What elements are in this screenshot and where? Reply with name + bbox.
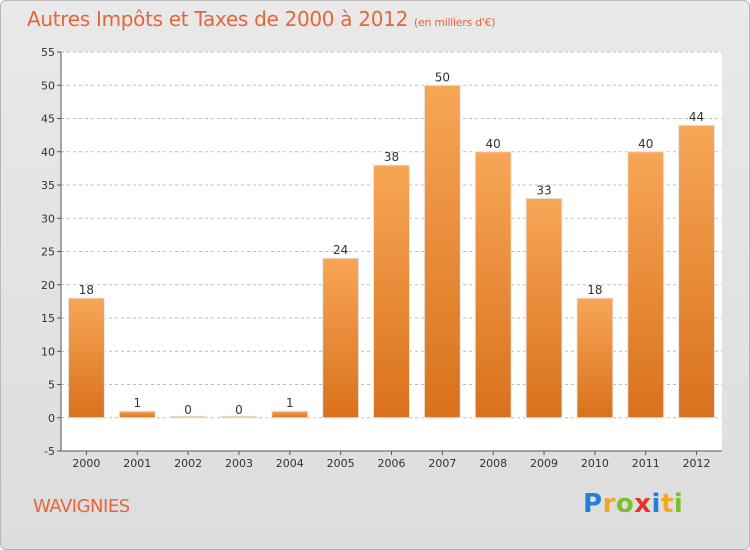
y-tick-label: 35 (41, 179, 55, 192)
y-tick-label: 5 (48, 379, 55, 392)
bar-value-label: 1 (133, 396, 141, 410)
bar-value-label: 44 (689, 110, 704, 124)
x-tick-label: 2005 (327, 457, 355, 470)
y-tick-label: 10 (41, 345, 55, 358)
bar (526, 198, 562, 417)
x-tick-label: 2001 (123, 457, 151, 470)
x-tick-label: 2004 (276, 457, 304, 470)
x-tick-label: 2012 (683, 457, 711, 470)
bar (577, 298, 613, 418)
y-tick-label: 20 (41, 279, 55, 292)
bar (323, 258, 359, 418)
logo-letter: t (661, 489, 674, 519)
logo-letter: i (652, 489, 661, 519)
logo-letter: x (634, 489, 651, 519)
y-tick-label: -5 (44, 445, 55, 458)
y-tick-label: 30 (41, 212, 55, 225)
bar (119, 411, 155, 418)
bar (628, 152, 664, 418)
bar-value-label: 24 (333, 243, 348, 257)
x-tick-label: 2008 (479, 457, 507, 470)
y-tick-label: 50 (41, 79, 55, 92)
y-tick-label: 0 (48, 412, 55, 425)
x-tick-label: 2006 (378, 457, 406, 470)
y-tick-label: 40 (41, 146, 55, 159)
bar-value-label: 50 (435, 70, 450, 84)
logo-letter: r (603, 489, 616, 519)
bar-value-label: 1 (286, 396, 294, 410)
bar-value-label: 18 (587, 283, 602, 297)
x-tick-label: 2002 (174, 457, 202, 470)
logo-letter: P (583, 489, 603, 519)
x-tick-label: 2009 (530, 457, 558, 470)
x-tick-label: 2003 (225, 457, 253, 470)
bar (475, 152, 511, 418)
bar-value-label: 18 (79, 283, 94, 297)
x-tick-label: 2011 (632, 457, 660, 470)
bar-value-label: 40 (486, 137, 501, 151)
proxiti-logo: Proxiti (583, 489, 683, 519)
y-tick-label: 45 (41, 113, 55, 126)
x-tick-label: 2007 (428, 457, 456, 470)
y-tick-label: 15 (41, 312, 55, 325)
logo-letter: o (616, 489, 634, 519)
city-name: WAVIGNIES (33, 496, 130, 517)
bar (679, 125, 715, 418)
bar-value-label: 0 (235, 403, 243, 417)
y-tick-label: 55 (41, 46, 55, 59)
bar-value-label: 40 (638, 137, 653, 151)
bar (68, 298, 104, 418)
bar (374, 165, 410, 418)
x-tick-label: 2000 (72, 457, 100, 470)
logo-letter: i (674, 489, 683, 519)
bar (424, 85, 460, 418)
y-tick-label: 25 (41, 246, 55, 259)
bar-value-label: 38 (384, 150, 399, 164)
bar-value-label: 33 (536, 183, 551, 197)
bar-value-label: 0 (184, 403, 192, 417)
bar (272, 411, 308, 418)
x-tick-label: 2010 (581, 457, 609, 470)
